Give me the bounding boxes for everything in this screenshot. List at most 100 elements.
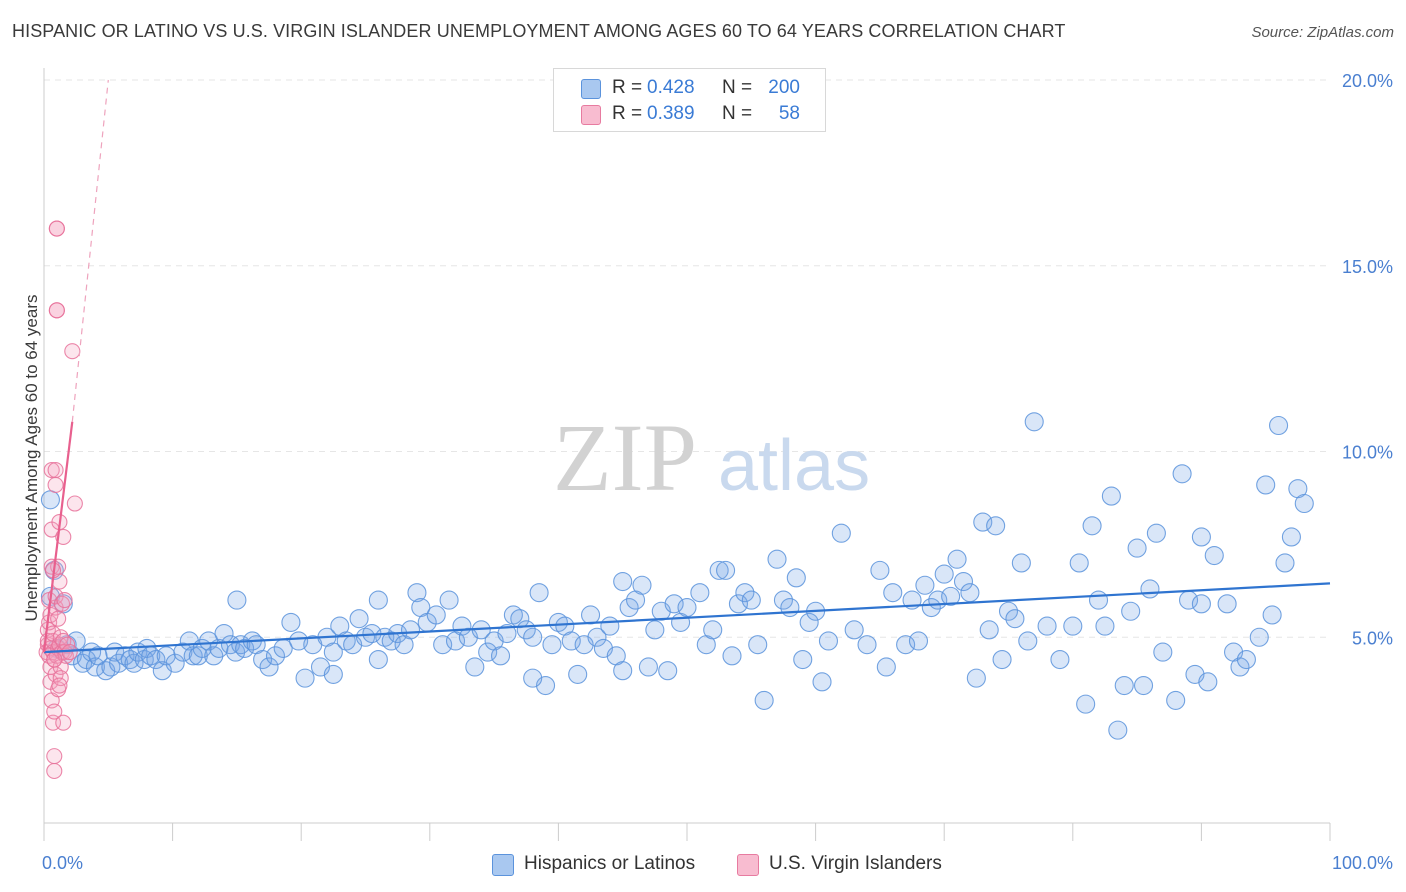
data-point-hispanics: [173, 642, 193, 662]
bottom-legend-swatch-pink: [737, 854, 759, 876]
data-point-hispanics: [780, 597, 800, 618]
data-point-hispanics: [40, 490, 60, 510]
data-point-hispanics: [124, 653, 144, 673]
data-point-hispanics: [490, 646, 511, 666]
data-point-hispanics: [986, 516, 1006, 536]
data-point-hispanics: [1281, 527, 1301, 547]
data-point-hispanics: [1018, 631, 1038, 651]
data-point-hispanics: [664, 594, 684, 614]
data-point-hispanics: [1050, 649, 1070, 670]
data-point-hispanics: [1101, 486, 1121, 506]
data-point-virgin-islanders: [51, 677, 68, 694]
data-point-hispanics: [548, 612, 568, 632]
data-point-hispanics: [1133, 675, 1154, 696]
data-point-hispanics: [580, 605, 601, 625]
data-point-hispanics: [231, 635, 251, 655]
data-point-hispanics: [908, 631, 929, 651]
data-point-hispanics: [818, 631, 839, 651]
tick-labels: 5.0% 10.0% 15.0% 20.0% 0.0% 100.0%: [42, 71, 1393, 873]
data-point-hispanics: [109, 653, 129, 673]
data-point-hispanics: [407, 583, 427, 603]
data-point-hispanics: [1024, 412, 1044, 432]
data-point-hispanics: [1063, 616, 1083, 636]
data-point-hispanics: [1249, 627, 1269, 647]
data-point-hispanics: [973, 512, 993, 532]
data-point-hispanics: [1275, 553, 1295, 573]
data-point-hispanics: [613, 661, 633, 681]
data-point-hispanics: [497, 623, 517, 644]
data-point-hispanics: [748, 635, 768, 655]
data-point-hispanics: [265, 646, 286, 666]
data-point-hispanics: [1166, 690, 1186, 710]
stats-legend: R = 0.428 N = 200 R = 0.389 N = 58: [553, 68, 826, 132]
data-point-hispanics: [870, 560, 890, 580]
data-point-hispanics: [381, 631, 401, 651]
source-note: Source: ZipAtlas.com: [1251, 24, 1394, 41]
chart-title: HISPANIC OR LATINO VS U.S. VIRGIN ISLAND…: [12, 21, 1066, 41]
data-point-hispanics: [754, 690, 774, 710]
x-tick-label: 100.0%: [1332, 853, 1393, 873]
legend-n-value: 58: [778, 103, 800, 124]
data-point-hispanics: [876, 657, 896, 677]
data-point-hispanics: [703, 620, 723, 640]
data-point-hispanics: [1127, 538, 1147, 558]
data-point-hispanics: [503, 605, 523, 625]
x-tick-label: 0.0%: [42, 853, 83, 873]
data-point-hispanics: [844, 620, 864, 640]
data-point-hispanics: [613, 571, 633, 592]
data-point-hispanics: [1146, 523, 1166, 543]
data-point-hispanics: [1294, 493, 1314, 514]
data-point-hispanics: [716, 560, 736, 580]
bottom-legend-label: Hispanics or Latinos: [524, 853, 696, 874]
data-point-hispanics: [1230, 657, 1250, 677]
data-point-hispanics: [1121, 601, 1141, 621]
data-point-virgin-islanders: [46, 651, 63, 668]
data-point-hispanics: [1114, 675, 1134, 696]
data-point-virgin-islanders: [50, 610, 67, 627]
data-point-hispanics: [677, 597, 697, 618]
data-point-hispanics: [728, 594, 748, 614]
data-point-hispanics: [85, 657, 105, 677]
data-point-hispanics: [921, 597, 941, 618]
data-point-hispanics: [812, 672, 832, 692]
bottom-legend-swatch-blue: [492, 854, 514, 876]
data-point-hispanics: [1011, 553, 1031, 573]
watermark-zip: ZIP: [553, 404, 697, 511]
legend-n-label: N =: [722, 103, 753, 124]
data-point-hispanics: [767, 549, 787, 569]
data-point-virgin-islanders: [48, 302, 65, 319]
data-point-hispanics: [709, 560, 729, 580]
data-point-virgin-islanders: [64, 343, 81, 360]
data-point-hispanics: [600, 616, 620, 636]
y-tick-label: 20.0%: [1342, 71, 1393, 91]
data-point-hispanics: [235, 638, 255, 658]
data-point-hispanics: [368, 649, 388, 670]
data-point-hispanics: [735, 583, 755, 603]
legend-r-value: 0.428: [647, 77, 695, 98]
watermark: ZIP atlas: [553, 404, 870, 511]
data-point-hispanics: [799, 612, 819, 632]
data-point-hispanics: [1262, 605, 1282, 625]
data-point-hispanics: [915, 575, 935, 595]
data-point-hispanics: [1172, 464, 1192, 484]
y-tick-label: 5.0%: [1352, 628, 1393, 648]
data-point-hispanics: [323, 642, 343, 662]
trend-line-hispanics: [43, 582, 1331, 654]
data-point-hispanics: [1076, 694, 1096, 714]
legend-r-value: 0.389: [647, 103, 695, 124]
data-point-virgin-islanders: [55, 714, 72, 731]
data-point-hispanics: [1037, 616, 1057, 636]
trend-lines: [42, 79, 1331, 654]
watermark-atlas: atlas: [718, 426, 870, 506]
data-point-hispanics: [349, 609, 369, 629]
data-point-hispanics: [619, 597, 639, 618]
y-tick-label: 10.0%: [1342, 443, 1393, 463]
data-point-hispanics: [1269, 415, 1289, 436]
legend-n-label: N =: [722, 77, 753, 98]
data-point-virgin-islanders: [48, 220, 65, 237]
data-point-hispanics: [1140, 579, 1160, 599]
data-point-hispanics: [1005, 609, 1025, 629]
data-point-hispanics: [947, 549, 967, 569]
data-point-hispanics: [722, 646, 742, 666]
